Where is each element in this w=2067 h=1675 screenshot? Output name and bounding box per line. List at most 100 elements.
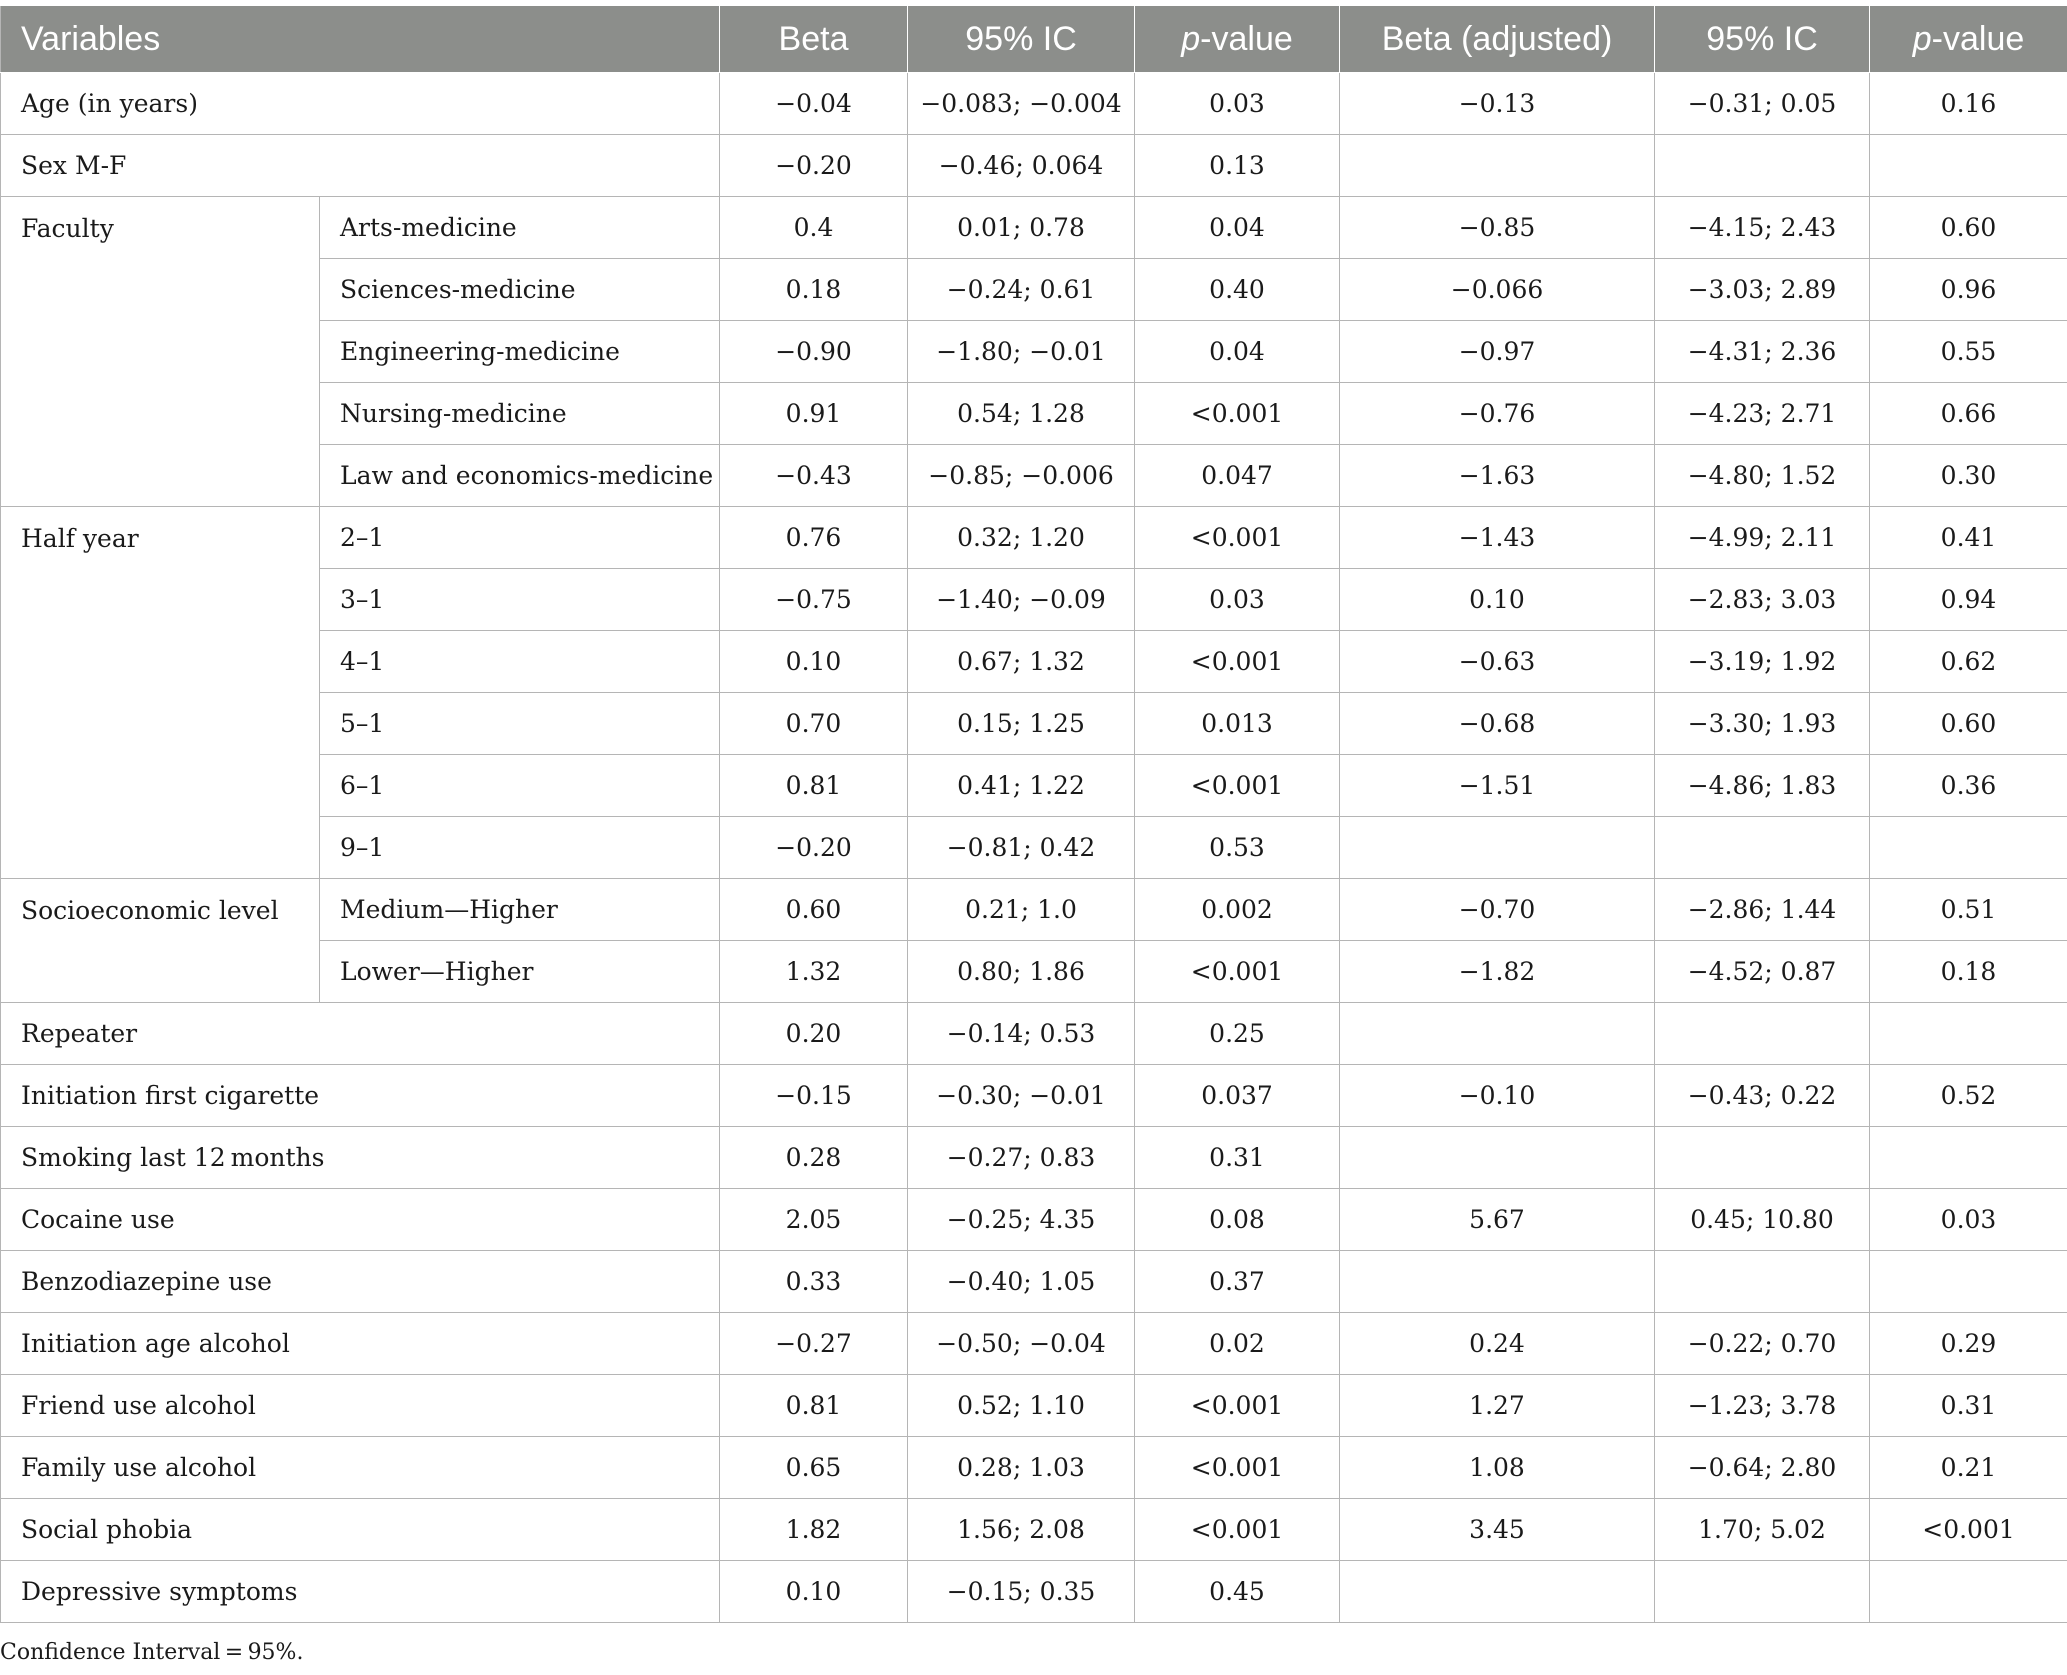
table-row: 5–1 0.70 0.15; 1.25 0.013 −0.68 −3.30; 1.93 0.… [1, 692, 2067, 755]
group-label: Faculty [0, 196, 320, 507]
p-value-cell: <0.001 [1134, 1436, 1341, 1499]
p-value-adjusted-cell: 0.66 [1869, 382, 2067, 445]
variable-label: Friend use alcohol [0, 1374, 721, 1437]
beta-cell: −0.20 [719, 816, 909, 879]
beta-adjusted-cell: −1.82 [1339, 940, 1656, 1003]
beta-cell: 0.20 [719, 1002, 909, 1065]
beta-cell: 0.10 [719, 630, 909, 693]
table-row: Sex M-F −0.20 −0.46; 0.064 0.13 [0, 134, 2067, 197]
beta-adjusted-cell: 5.67 [1339, 1188, 1656, 1251]
header-p-italic: p [1181, 19, 1201, 58]
beta-cell: 0.91 [719, 382, 909, 445]
p-value-adjusted-cell [1869, 134, 2067, 197]
ci-cell: −0.81; 0.42 [907, 816, 1136, 879]
ci-cell: −0.083; −0.004 [907, 72, 1136, 135]
beta-cell: 0.10 [719, 1560, 909, 1623]
p-value-adjusted-cell: 0.29 [1869, 1312, 2067, 1375]
header-p-value: p-value [1134, 5, 1341, 73]
beta-cell: −0.75 [719, 568, 909, 631]
p-value-cell: 0.037 [1134, 1064, 1341, 1127]
header-ci: 95% IC [907, 5, 1136, 73]
subgroup-label: 6–1 [318, 754, 721, 817]
table-row: Cocaine use 2.05 −0.25; 4.35 0.08 5.67 0.45; … [0, 1188, 2067, 1251]
header-p-value-adjusted: p-value [1869, 5, 2067, 73]
ci-cell: −0.30; −0.01 [907, 1064, 1136, 1127]
beta-adjusted-cell: −0.13 [1339, 72, 1656, 135]
subgroup-label: 2–1 [318, 506, 721, 569]
p-value-cell: <0.001 [1134, 1374, 1341, 1437]
p-value-adjusted-cell: 0.60 [1869, 196, 2067, 259]
ci-cell: 0.01; 0.78 [907, 196, 1136, 259]
header-p-rest: -value [1200, 19, 1293, 58]
p-value-adjusted-cell: 0.52 [1869, 1064, 2067, 1127]
p-value-adjusted-cell: 0.60 [1869, 692, 2067, 755]
p-value-cell: 0.03 [1134, 72, 1341, 135]
p-value-adjusted-cell: 0.41 [1869, 506, 2067, 569]
ci-adjusted-cell: −2.86; 1.44 [1654, 878, 1871, 941]
ci-adjusted-cell [1654, 134, 1871, 197]
p-value-cell: <0.001 [1134, 754, 1341, 817]
ci-adjusted-cell [1654, 1560, 1871, 1623]
beta-adjusted-cell: 0.24 [1339, 1312, 1656, 1375]
p-value-adjusted-cell: 0.55 [1869, 320, 2067, 383]
p-value-adjusted-cell: 0.03 [1869, 1188, 2067, 1251]
ci-cell: −0.15; 0.35 [907, 1560, 1136, 1623]
beta-cell: 1.32 [719, 940, 909, 1003]
ci-cell: −0.85; −0.006 [907, 444, 1136, 507]
p-value-adjusted-cell [1869, 1002, 2067, 1065]
table-row: Law and economics-medicine −0.43 −0.85; −0… [1, 444, 2067, 507]
subgroup-label: Law and economics-medicine [318, 444, 721, 507]
header-beta-adjusted: Beta (adjusted) [1339, 5, 1656, 73]
beta-cell: 0.28 [719, 1126, 909, 1189]
subgroup-label: Sciences-medicine [318, 258, 721, 321]
p-value-cell: 0.04 [1134, 196, 1341, 259]
ci-adjusted-cell: −2.83; 3.03 [1654, 568, 1871, 631]
group-label: Half year [0, 506, 320, 879]
variable-label: Depressive symptoms [0, 1560, 721, 1623]
p-value-cell: 0.31 [1134, 1126, 1341, 1189]
table-row: Friend use alcohol 0.81 0.52; 1.10 <0.001 1.… [0, 1374, 2067, 1437]
ci-cell: −0.24; 0.61 [907, 258, 1136, 321]
p-value-cell: 0.047 [1134, 444, 1341, 507]
beta-adjusted-cell: −0.10 [1339, 1064, 1656, 1127]
variable-label: Age (in years) [0, 72, 721, 135]
ci-adjusted-cell: −4.86; 1.83 [1654, 754, 1871, 817]
p-value-adjusted-cell [1869, 1126, 2067, 1189]
beta-adjusted-cell: −1.51 [1339, 754, 1656, 817]
p-value-adjusted-cell: 0.21 [1869, 1436, 2067, 1499]
header-row: Variables Beta 95% IC p-value Beta (adju… [0, 5, 2067, 73]
table-row: 3–1 −0.75 −1.40; −0.09 0.03 0.10 −2.83; 3.03 0… [1, 568, 2067, 631]
p-value-cell: 0.08 [1134, 1188, 1341, 1251]
table-row: Half year 2–1 0.76 0.32; 1.20 <0.001 −1.43 −4.… [0, 506, 2067, 879]
subgroup-label: Engineering-medicine [318, 320, 721, 383]
ci-cell: −0.40; 1.05 [907, 1250, 1136, 1313]
beta-cell: −0.04 [719, 72, 909, 135]
p-value-cell: 0.45 [1134, 1560, 1341, 1623]
footnote: Confidence Interval = 95%. [0, 1640, 304, 1665]
ci-adjusted-cell: −0.64; 2.80 [1654, 1436, 1871, 1499]
ci-adjusted-cell [1654, 1250, 1871, 1313]
table-row: Lower—Higher 1.32 0.80; 1.86 <0.001 −1.82 −4.… [1, 940, 2067, 1003]
header-beta: Beta [719, 5, 909, 73]
table-row: 4–1 0.10 0.67; 1.32 <0.001 −0.63 −3.19; 1.92 0… [1, 630, 2067, 693]
table-row: Socioeconomic level Medium—Higher 0.60 0.21… [0, 878, 2067, 1003]
ci-cell: 0.21; 1.0 [907, 878, 1136, 941]
ci-adjusted-cell: 0.45; 10.80 [1654, 1188, 1871, 1251]
ci-cell: −0.50; −0.04 [907, 1312, 1136, 1375]
beta-adjusted-cell: −0.97 [1339, 320, 1656, 383]
p-value-adjusted-cell: 0.31 [1869, 1374, 2067, 1437]
p-value-cell: <0.001 [1134, 630, 1341, 693]
beta-adjusted-cell: −1.43 [1339, 506, 1656, 569]
beta-cell: 0.60 [719, 878, 909, 941]
variable-label: Smoking last 12 months [0, 1126, 721, 1189]
beta-cell: 0.70 [719, 692, 909, 755]
variable-label: Repeater [0, 1002, 721, 1065]
beta-adjusted-cell: 0.10 [1339, 568, 1656, 631]
subgroup-label: 9–1 [318, 816, 721, 879]
p-value-cell: 0.13 [1134, 134, 1341, 197]
ci-cell: 0.67; 1.32 [907, 630, 1136, 693]
beta-adjusted-cell: 1.08 [1339, 1436, 1656, 1499]
beta-cell: −0.15 [719, 1064, 909, 1127]
beta-adjusted-cell: 3.45 [1339, 1498, 1656, 1561]
ci-cell: 0.41; 1.22 [907, 754, 1136, 817]
